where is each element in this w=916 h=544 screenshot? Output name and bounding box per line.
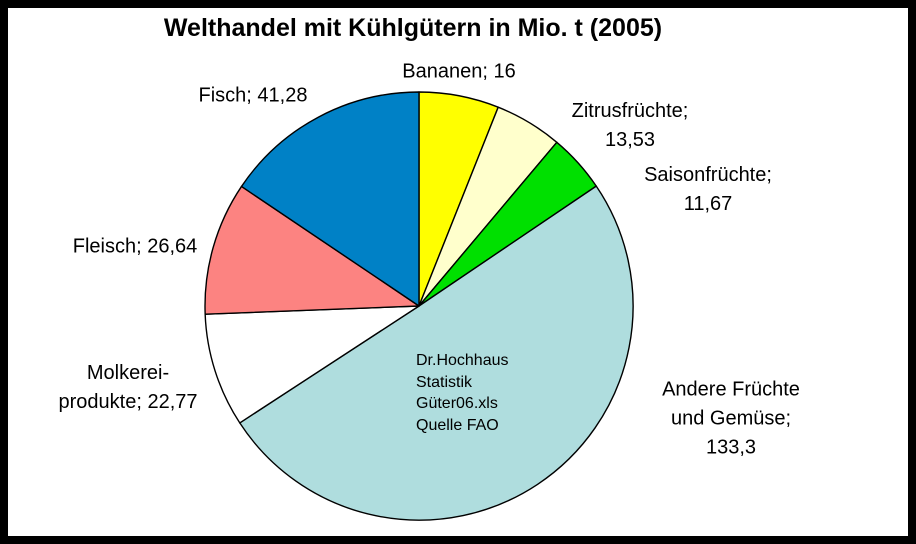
pie-slice-fleisch <box>204 185 420 315</box>
slice-label-bananen: Bananen; 16 <box>402 60 516 83</box>
pie-chart <box>204 91 634 521</box>
slice-label-molkereiprodukte: Molkerei- produkte; 22,77 <box>58 362 198 413</box>
slice-label-fisch: Fisch; 41,28 <box>198 84 308 107</box>
slice-label-saisonfruechte: Saisonfrüchte; 11,67 <box>644 164 772 215</box>
chart-title: Welthandel mit Kühlgütern in Mio. t (200… <box>163 14 663 42</box>
slice-label-zitrusfruechte: Zitrusfrüchte; 13,53 <box>571 100 689 151</box>
annotation-text: Dr.Hochhaus Statistik Güter06.xls Quelle… <box>416 352 509 434</box>
slice-label-andere-fruechte: Andere Früchte und Gemüse; 133,3 <box>662 378 800 459</box>
pie-slice-fisch <box>240 91 420 307</box>
pie-slice-molkereiprodukte <box>204 305 420 424</box>
slice-label-fleisch: Fleisch; 26,64 <box>72 235 198 258</box>
chart-plot-area: Welthandel mit Kühlgütern in Mio. t (200… <box>8 8 908 536</box>
pie-slice-andere-fruechte <box>239 185 634 521</box>
